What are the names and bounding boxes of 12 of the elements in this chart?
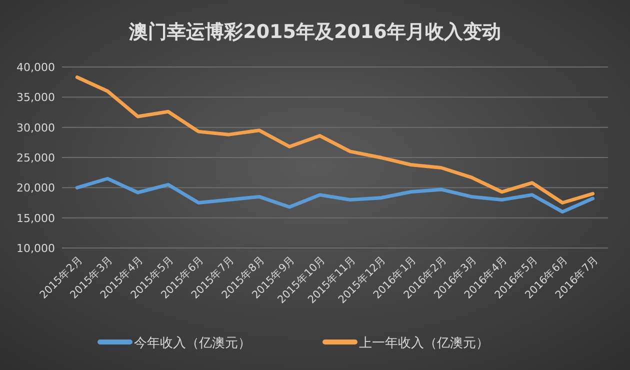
y-tick-label: 15,000 [16,212,55,225]
y-tick-label: 35,000 [16,91,55,104]
chart-title: 澳门幸运博彩2015年及2016年月收入变动 [128,21,501,43]
legend-label: 上一年收入（亿澳元） [359,336,489,351]
line-series [75,176,595,214]
y-tick-label: 30,000 [16,121,55,134]
line-series [75,76,595,204]
y-tick-label: 10,000 [16,242,55,255]
y-tick-label: 25,000 [16,152,55,164]
y-tick-label: 20,000 [16,182,55,195]
y-tick-label: 40,000 [16,61,55,74]
legend-label: 今年收入（亿澳元） [134,336,251,351]
